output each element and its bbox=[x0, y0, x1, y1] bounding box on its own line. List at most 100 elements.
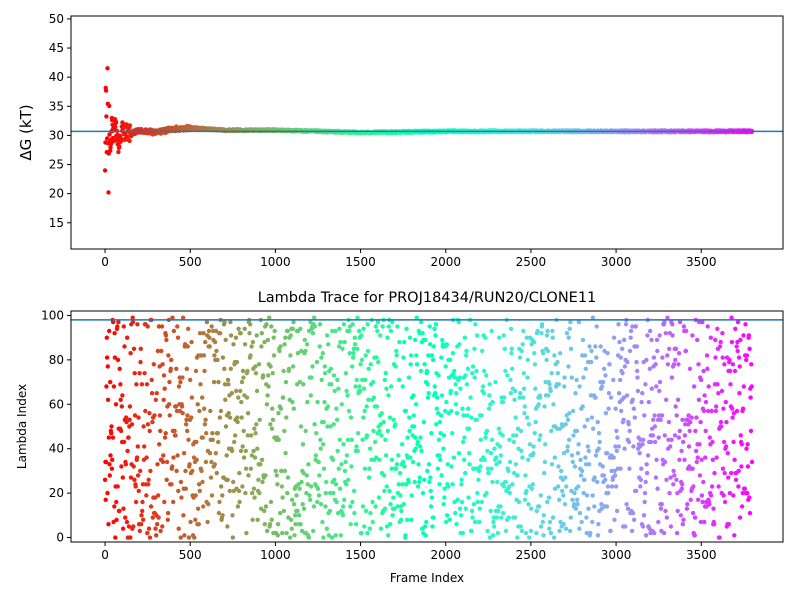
data-point bbox=[641, 437, 646, 442]
data-point bbox=[704, 353, 710, 358]
data-point bbox=[193, 493, 198, 498]
data-point bbox=[245, 368, 250, 374]
data-point bbox=[159, 348, 164, 354]
data-point bbox=[117, 366, 122, 371]
data-point bbox=[627, 428, 632, 434]
data-point bbox=[398, 493, 403, 498]
data-point bbox=[374, 404, 380, 409]
data-point bbox=[289, 526, 294, 531]
data-point bbox=[305, 482, 310, 487]
y-tick-label: 80 bbox=[49, 353, 64, 367]
x-tick-label: 2000 bbox=[430, 548, 461, 562]
data-point bbox=[310, 331, 316, 336]
data-point bbox=[562, 502, 568, 507]
data-point bbox=[613, 484, 619, 489]
data-point bbox=[394, 348, 399, 354]
data-point bbox=[448, 357, 453, 363]
data-point bbox=[134, 382, 139, 387]
data-point bbox=[345, 393, 350, 398]
data-point bbox=[209, 324, 214, 329]
data-point bbox=[469, 528, 474, 534]
data-point bbox=[726, 522, 731, 527]
data-point bbox=[439, 393, 445, 398]
data-point bbox=[613, 406, 618, 411]
data-point bbox=[424, 368, 430, 374]
data-point bbox=[675, 397, 681, 402]
data-point bbox=[333, 482, 339, 487]
data-point bbox=[367, 466, 372, 471]
data-point bbox=[137, 371, 142, 376]
data-point bbox=[658, 506, 664, 511]
data-point bbox=[283, 379, 289, 385]
data-point bbox=[238, 388, 243, 394]
data-point bbox=[479, 499, 484, 505]
data-point bbox=[306, 535, 311, 540]
data-point bbox=[549, 428, 554, 434]
data-point bbox=[239, 415, 244, 420]
data-point bbox=[213, 451, 218, 456]
data-point bbox=[450, 482, 455, 487]
data-point bbox=[663, 331, 668, 336]
data-point bbox=[493, 379, 498, 385]
data-point bbox=[427, 479, 432, 485]
data-point bbox=[576, 319, 582, 325]
data-point bbox=[722, 499, 728, 505]
data-point bbox=[589, 348, 594, 354]
data-point bbox=[645, 453, 651, 458]
data-point bbox=[186, 535, 192, 540]
data-point bbox=[600, 464, 605, 469]
data-point bbox=[121, 324, 127, 329]
data-point bbox=[200, 479, 205, 485]
data-point bbox=[690, 333, 695, 338]
data-point bbox=[395, 324, 400, 329]
data-point bbox=[174, 366, 179, 371]
data-point bbox=[195, 402, 200, 407]
data-point bbox=[498, 504, 503, 509]
data-point bbox=[459, 499, 465, 505]
data-point bbox=[615, 435, 620, 440]
data-point bbox=[211, 379, 217, 385]
data-point bbox=[735, 319, 741, 325]
data-point bbox=[208, 408, 213, 414]
data-point bbox=[171, 455, 176, 460]
data-point bbox=[147, 535, 153, 540]
data-point bbox=[562, 384, 567, 389]
data-point bbox=[108, 145, 113, 150]
data-point bbox=[105, 66, 110, 71]
data-point bbox=[180, 411, 185, 416]
data-point bbox=[329, 382, 334, 387]
data-point bbox=[686, 444, 692, 449]
data-point bbox=[159, 324, 165, 329]
data-point bbox=[308, 319, 313, 325]
data-point bbox=[391, 417, 396, 422]
data-point bbox=[223, 424, 229, 429]
data-point bbox=[230, 535, 235, 540]
data-point bbox=[426, 391, 431, 396]
data-point bbox=[591, 426, 596, 431]
data-point bbox=[570, 497, 575, 502]
data-point bbox=[173, 404, 179, 409]
data-point bbox=[106, 522, 111, 527]
data-point bbox=[133, 499, 139, 505]
data-point bbox=[233, 335, 239, 340]
data-point bbox=[485, 466, 491, 471]
data-point bbox=[506, 484, 512, 489]
data-point bbox=[702, 393, 707, 398]
data-point bbox=[308, 497, 313, 502]
data-point bbox=[294, 493, 299, 498]
data-point bbox=[525, 415, 530, 420]
data-point bbox=[739, 442, 744, 447]
data-point bbox=[688, 497, 693, 502]
data-point bbox=[343, 459, 348, 465]
data-point bbox=[603, 411, 609, 416]
data-point bbox=[555, 371, 560, 376]
data-point bbox=[666, 419, 672, 425]
data-point bbox=[312, 324, 318, 329]
data-point bbox=[230, 513, 235, 518]
data-point bbox=[408, 353, 414, 358]
data-point bbox=[642, 499, 647, 505]
data-point bbox=[395, 504, 400, 509]
data-point bbox=[350, 322, 355, 327]
data-point bbox=[749, 459, 755, 465]
data-point bbox=[529, 506, 534, 511]
